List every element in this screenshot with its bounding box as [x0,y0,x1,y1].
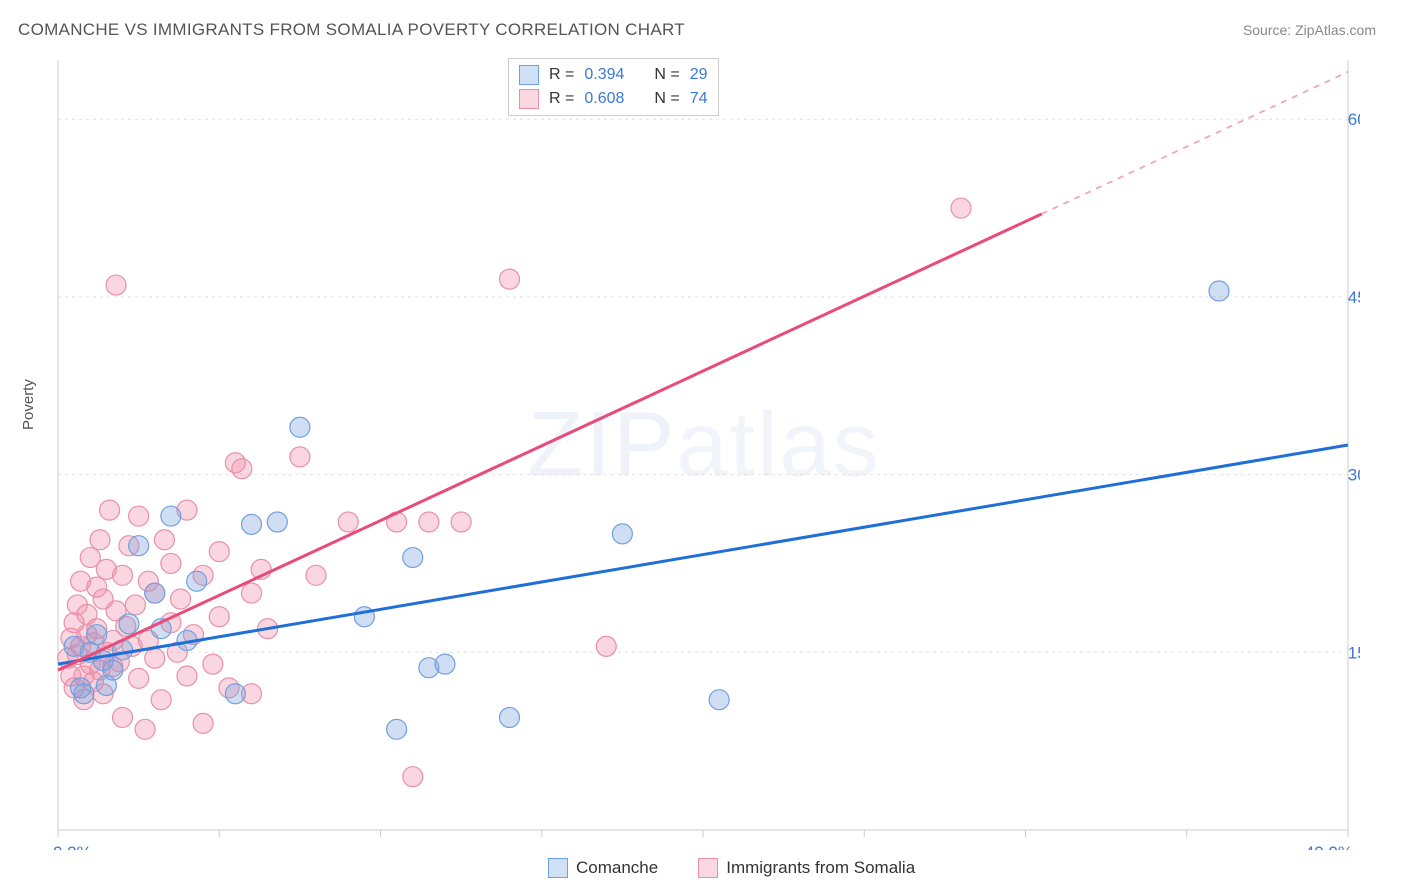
legend-row-comanche: R = 0.394 N = 29 [519,63,708,87]
series-legend: Comanche Immigrants from Somalia [548,858,915,878]
n-value-comanche: 29 [690,66,708,84]
swatch-somalia [519,89,539,109]
chart-title: COMANCHE VS IMMIGRANTS FROM SOMALIA POVE… [18,20,685,40]
r-label: R = [549,66,574,84]
n-label: N = [654,90,679,108]
swatch-comanche [548,858,568,878]
swatch-comanche [519,65,539,85]
svg-text:0.0%: 0.0% [53,843,92,850]
correlation-legend: R = 0.394 N = 29 R = 0.608 N = 74 [508,58,719,116]
r-value-somalia: 0.608 [584,90,624,108]
scatter-plot: 15.0% 30.0% 45.0% 60.0% 0.0% 40.0% [48,50,1360,850]
r-label: R = [549,90,574,108]
svg-text:45.0%: 45.0% [1348,288,1360,307]
svg-text:60.0%: 60.0% [1348,110,1360,129]
chart-area: ZIPatlas 15.0%30.0%45.0%60.0%0.0%40.0% R… [48,50,1360,850]
series-label-comanche: Comanche [576,858,658,878]
legend-row-somalia: R = 0.608 N = 74 [519,87,708,111]
r-value-comanche: 0.394 [584,66,624,84]
series-label-somalia: Immigrants from Somalia [726,858,915,878]
legend-item-somalia: Immigrants from Somalia [698,858,915,878]
legend-item-comanche: Comanche [548,858,658,878]
svg-text:15.0%: 15.0% [1348,643,1360,662]
y-axis-label: Poverty [20,379,37,430]
swatch-somalia [698,858,718,878]
svg-text:40.0%: 40.0% [1305,843,1353,850]
svg-text:30.0%: 30.0% [1348,466,1360,485]
n-label: N = [654,66,679,84]
n-value-somalia: 74 [690,90,708,108]
source-attribution: Source: ZipAtlas.com [1243,22,1376,38]
